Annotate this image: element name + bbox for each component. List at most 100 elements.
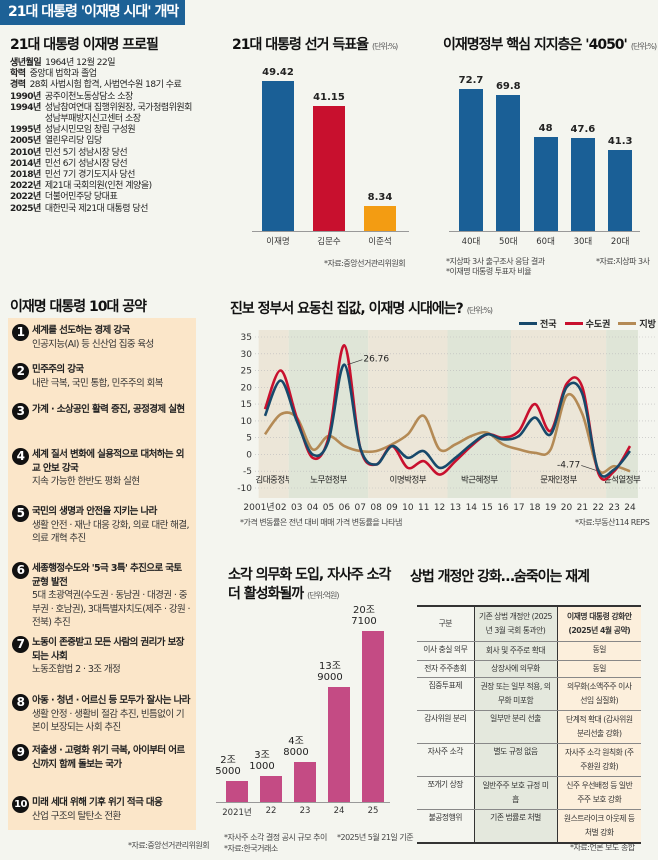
pledge-text: 국민의 생명과 안전을 지키는 나라 생활 안전 · 재난 대응 강화, 의료 대…: [32, 505, 192, 546]
annotation-label: 26.76: [363, 355, 389, 365]
bar-buyback: [362, 631, 384, 802]
pledge-title: 아동 · 청년 · 어르신 등 모두가 잘사는 나라: [32, 695, 191, 706]
x-tick-label: 21: [577, 503, 588, 513]
x-tick-label: 11: [418, 503, 429, 513]
table-cell: 단계적 확대 (감사위원 분리선출 강화): [557, 710, 641, 744]
x-axis-line: [252, 231, 409, 232]
buyback-title-text: 소각 의무화 도입, 자사주 소각 더 활성화될까: [228, 567, 391, 602]
bar-age: [496, 94, 521, 231]
x-tick-label: 60대: [536, 237, 555, 247]
profile-row: 1995년 성남시민모임 창립 구성원: [10, 125, 195, 136]
legend-label: 전국: [540, 320, 557, 330]
pledge-text: 저출생 · 고령화 위기 극복, 아이부터 어르신까지 함께 돌보는 국가: [32, 744, 192, 771]
age-note-1: *지상파 3사 출구조사 응답 결과: [446, 257, 545, 266]
profile-value: 민선 5기 성남시장 당선: [44, 147, 128, 158]
bar-vote: [364, 205, 396, 231]
x-tick-label: 김문수: [317, 237, 341, 247]
table-row: 집중투표제 권장 또는 일부 적용, 의무화 미포함 의무화(소액주주 이사 선임 …: [417, 677, 641, 711]
profile-key: 경력: [10, 80, 26, 91]
x-tick-label: 2021년: [222, 808, 252, 818]
profile-row: 경력 28회 사법시험 합격, 사법연수원 18기 수료: [10, 80, 195, 91]
profile-value: 열린우리당 입당: [44, 136, 102, 147]
legend-swatch: [618, 322, 637, 325]
commercial-law-table: 구분 기존 상법 개정안 (2025년 3월 국회 통과안) 이재명 대통령 강화안…: [417, 605, 641, 844]
x-tick-label: 02: [275, 503, 286, 513]
pledge-item: 3 가계 · 소상공인 활력 증진, 공정경제 실현: [12, 403, 192, 420]
table-cell: 감사위원 분리: [417, 710, 475, 744]
profile-key: 2010년: [10, 147, 41, 158]
age-title-text: 이재명정부 핵심 지지층은 '4050': [443, 37, 628, 53]
profile-row: 2005년 열린우리당 입당: [10, 136, 195, 147]
legend-swatch: [564, 322, 583, 325]
legend-swatch: [519, 322, 537, 325]
pledge-number-badge: 1: [12, 324, 29, 341]
pledge-subtitle: 지속 가능한 한반도 평화 실현: [32, 476, 140, 487]
x-axis-line: [216, 802, 390, 803]
pledge-text: 가계 · 소상공인 활력 증진, 공정경제 실현: [32, 403, 192, 420]
x-tick-label: 24: [624, 503, 636, 513]
bar-value-label: 3조 1000: [249, 750, 275, 773]
pledge-number-badge: 4: [12, 448, 29, 465]
profile-value: 민선 7기 경기도지사 당선: [44, 170, 136, 181]
series-line-전국: [263, 363, 632, 478]
pledge-title: 가계 · 소상공인 활력 증진, 공정경제 실현: [32, 404, 185, 415]
profile-key: 1995년: [10, 125, 41, 136]
table-row: 이사 충실 의무 회사 및 주주로 확대 동일: [417, 641, 641, 661]
y-tick-label: 5: [246, 434, 252, 444]
pledge-title: 세계 질서 변화에 실용적으로 대처하는 외교 안보 강국: [32, 449, 185, 474]
bar-value-label: 2조 5000: [215, 755, 241, 778]
profile-value: 28회 사법시험 합격, 사법연수원 18기 수료: [29, 80, 182, 91]
bar-value-label: 20조 7100: [351, 605, 377, 627]
y-tick-label: 30: [241, 350, 253, 360]
pledge-subtitle: 생활 안정 · 생활비 절감 추진, 빈틈없이 기본이 보장되는 사회 추진: [32, 708, 185, 734]
table-cell: 쪼개기 상장: [417, 776, 475, 810]
profile-value: 공주이천노동상담소 소장: [44, 91, 133, 102]
y-tick-label: 10: [241, 417, 253, 427]
x-tick-label: 09: [386, 503, 398, 513]
table-cell: 권장 또는 일부 적용, 의무화 미포함: [474, 677, 558, 711]
housing-line-chart: 김대중정부 노무현정부 이명박정부 박근혜정부 문재인정부 윤석열정부-10-505101…: [237, 330, 655, 513]
x-tick-label: 10: [402, 503, 414, 513]
profile-value: 성남참여연대 집행위원장, 국가청렴위원회 성남부패방지신고센터 소장: [44, 102, 193, 125]
profile-value: 대한민국 제21대 대통령 당선: [44, 203, 149, 214]
legend-item: 전국: [519, 317, 557, 330]
age-chart-title: 이재명정부 핵심 지지층은 '4050' (단위:%): [443, 34, 657, 54]
pledge-item: 2 민주주의 강국 내란 극복, 국민 통합, 민주주의 회복: [12, 363, 192, 390]
y-tick-label: 35: [241, 333, 252, 343]
pledge-item: 1 세계를 선도하는 경제 강국 인공지능(AI) 등 신산업 집중 육성: [12, 324, 192, 351]
period-label: 윤석열정부: [604, 475, 641, 486]
x-tick-label: 08: [370, 503, 382, 513]
profile-value: 1964년 12월 22일: [45, 58, 115, 68]
pledge-title: 세계를 선도하는 경제 강국: [32, 325, 130, 336]
table-row: 전자 주주총회 상장사에 의무화 동일: [417, 660, 641, 678]
bar-value-label: 69.8: [495, 80, 521, 92]
x-tick-label: 22: [265, 806, 277, 816]
table-cell: 상장사에 의무화: [474, 660, 558, 678]
pledge-text: 미래 세대 위해 기후 위기 적극 대응 산업 구조의 탈탄소 전환: [32, 796, 192, 823]
bar-age: [570, 138, 595, 231]
x-tick-label: 30대: [573, 237, 593, 247]
bar-value-label: 8.34: [367, 191, 393, 203]
profile-key: 2022년: [10, 181, 41, 192]
table-cell: 이사 충실 의무: [417, 641, 475, 661]
x-tick-label: 18: [529, 503, 541, 513]
x-tick-label: 12: [434, 503, 445, 513]
profile-row: 2018년 민선 7기 경기도지사 당선: [10, 170, 195, 181]
bar-value-label: 49.42: [262, 67, 294, 79]
table-row: 불공정행위 기존 법률로 처벌 원스트라이크 아웃제 등 처벌 강화: [417, 809, 641, 844]
x-tick-label: 20: [561, 503, 573, 513]
x-tick-label: 03: [291, 503, 302, 513]
legend-item: 지방: [618, 317, 656, 330]
table-header-cell: 이재명 대통령 강화안 (2025년 4월 공약): [557, 605, 641, 642]
x-tick-label: 07: [354, 503, 365, 513]
profile-key: 학력: [10, 69, 26, 80]
profile-key: 1994년: [10, 102, 41, 113]
table-cell: 전자 주주총회: [417, 660, 475, 678]
housing-note: *가격 변동률은 전년 대비 매매 가격 변동률을 나타냄: [240, 518, 402, 527]
legend-item: 수도권: [564, 317, 610, 330]
profile-value: 성남시민모임 창립 구성원: [44, 125, 136, 136]
table-cell: 일부만 분리 선출: [474, 710, 558, 744]
table-cell: 의무화(소액주주 이사 선임 실질화): [557, 677, 641, 711]
